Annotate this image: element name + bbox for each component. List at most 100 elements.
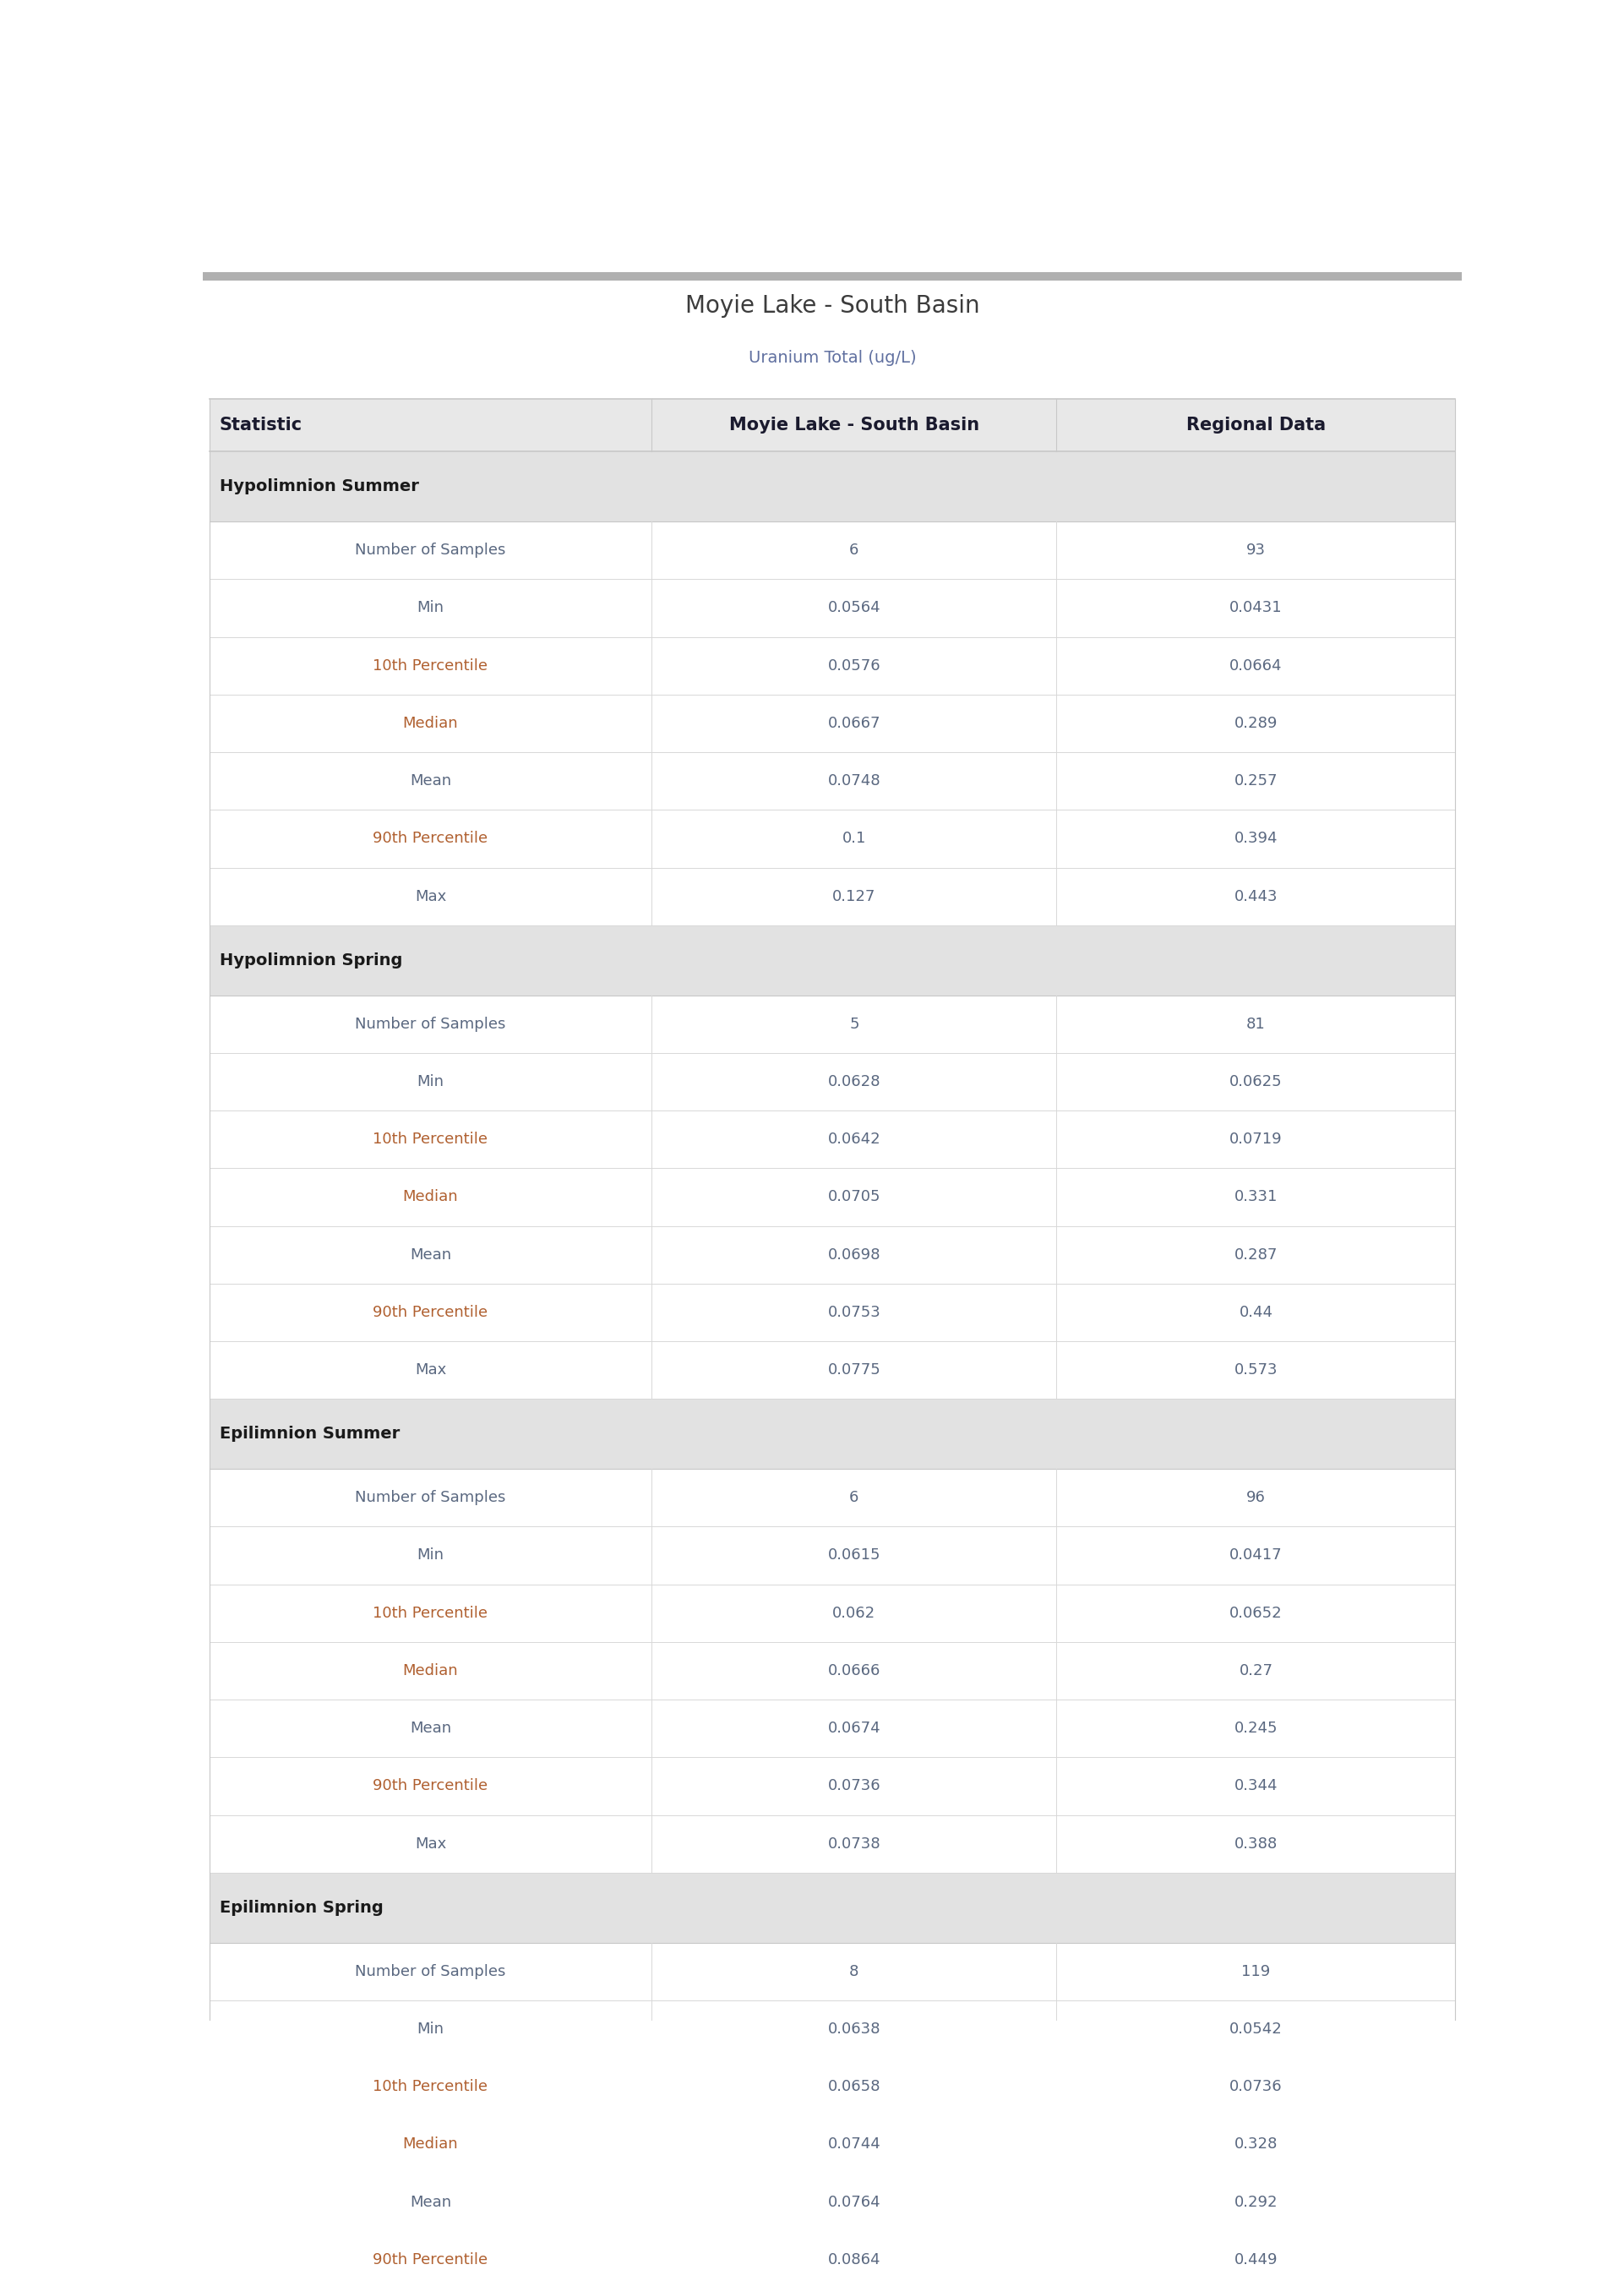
- Text: 0.0705: 0.0705: [828, 1189, 880, 1205]
- Text: 0.0658: 0.0658: [828, 2079, 880, 2095]
- Text: 0.44: 0.44: [1239, 1305, 1273, 1321]
- Bar: [209, 1525, 1455, 1584]
- Text: Hypolimnion Summer: Hypolimnion Summer: [219, 479, 419, 495]
- Bar: [209, 1398, 1455, 1469]
- Text: Hypolimnion Spring: Hypolimnion Spring: [219, 951, 403, 969]
- Text: 10th Percentile: 10th Percentile: [374, 2079, 487, 2095]
- Text: 90th Percentile: 90th Percentile: [374, 1305, 487, 1321]
- Text: 0.0564: 0.0564: [828, 599, 880, 615]
- Text: Min: Min: [417, 599, 443, 615]
- Text: 0.344: 0.344: [1234, 1777, 1278, 1793]
- Text: 0.0698: 0.0698: [828, 1246, 880, 1262]
- Text: 0.0667: 0.0667: [828, 715, 880, 731]
- Text: 10th Percentile: 10th Percentile: [374, 658, 487, 674]
- Text: 0.127: 0.127: [833, 890, 875, 903]
- Bar: [209, 1469, 1455, 1525]
- Bar: [209, 638, 1455, 695]
- Text: Min: Min: [417, 2020, 443, 2036]
- Text: 0.0615: 0.0615: [828, 1548, 880, 1564]
- Text: Regional Data: Regional Data: [1186, 418, 1325, 434]
- Bar: [209, 1943, 1455, 2000]
- Bar: [209, 2231, 1455, 2270]
- Text: 93: 93: [1246, 543, 1265, 558]
- Text: Max: Max: [414, 1362, 447, 1378]
- Text: 0.443: 0.443: [1234, 890, 1278, 903]
- Text: 0.0625: 0.0625: [1229, 1074, 1283, 1090]
- Text: 6: 6: [849, 543, 859, 558]
- Text: 10th Percentile: 10th Percentile: [374, 1133, 487, 1146]
- Bar: [209, 1053, 1455, 1110]
- Text: 81: 81: [1246, 1017, 1265, 1031]
- Bar: [203, 272, 1462, 279]
- Text: 0.0642: 0.0642: [828, 1133, 880, 1146]
- Text: Max: Max: [414, 890, 447, 903]
- Bar: [209, 1283, 1455, 1342]
- Bar: [209, 751, 1455, 810]
- Text: 0.1: 0.1: [843, 831, 866, 847]
- Text: 0.245: 0.245: [1234, 1721, 1278, 1737]
- Text: 0.0736: 0.0736: [1229, 2079, 1283, 2095]
- Text: Mean: Mean: [409, 774, 451, 788]
- Text: Epilimnion Spring: Epilimnion Spring: [219, 1900, 383, 1916]
- Text: Moyie Lake - South Basin: Moyie Lake - South Basin: [729, 418, 979, 434]
- Text: Mean: Mean: [409, 1721, 451, 1737]
- Text: 0.257: 0.257: [1234, 774, 1278, 788]
- Bar: [209, 695, 1455, 751]
- Text: 0.289: 0.289: [1234, 715, 1278, 731]
- Text: 0.449: 0.449: [1234, 2252, 1278, 2268]
- Text: 10th Percentile: 10th Percentile: [374, 1605, 487, 1621]
- Bar: [209, 522, 1455, 579]
- Text: 90th Percentile: 90th Percentile: [374, 2252, 487, 2268]
- Bar: [209, 1757, 1455, 1816]
- Text: 0.0748: 0.0748: [828, 774, 880, 788]
- Text: 0.292: 0.292: [1234, 2195, 1278, 2209]
- Text: Median: Median: [403, 715, 458, 731]
- Bar: [209, 926, 1455, 994]
- Text: Moyie Lake - South Basin: Moyie Lake - South Basin: [685, 295, 979, 318]
- Bar: [209, 2116, 1455, 2172]
- Text: 0.331: 0.331: [1234, 1189, 1278, 1205]
- Text: 90th Percentile: 90th Percentile: [374, 1777, 487, 1793]
- Text: Statistic: Statistic: [219, 418, 302, 434]
- Bar: [209, 1641, 1455, 1700]
- Bar: [209, 2000, 1455, 2059]
- Text: 0.0719: 0.0719: [1229, 1133, 1283, 1146]
- Text: 0.287: 0.287: [1234, 1246, 1278, 1262]
- Bar: [209, 1873, 1455, 1943]
- Text: Uranium Total (ug/L): Uranium Total (ug/L): [749, 350, 916, 365]
- Bar: [209, 1584, 1455, 1641]
- Text: 0.0764: 0.0764: [828, 2195, 880, 2209]
- Bar: [209, 1169, 1455, 1226]
- Bar: [209, 452, 1455, 522]
- Bar: [209, 1816, 1455, 1873]
- Bar: [209, 579, 1455, 638]
- Text: 0.0542: 0.0542: [1229, 2020, 1283, 2036]
- Text: Median: Median: [403, 2136, 458, 2152]
- Text: 0.062: 0.062: [833, 1605, 875, 1621]
- Text: 0.573: 0.573: [1234, 1362, 1278, 1378]
- Text: 0.0664: 0.0664: [1229, 658, 1283, 674]
- Text: 0.0864: 0.0864: [828, 2252, 880, 2268]
- Text: 0.0628: 0.0628: [828, 1074, 880, 1090]
- Bar: [209, 1342, 1455, 1398]
- Bar: [209, 2059, 1455, 2116]
- Text: Number of Samples: Number of Samples: [356, 1017, 505, 1031]
- Text: 0.0666: 0.0666: [828, 1664, 880, 1678]
- Text: Median: Median: [403, 1189, 458, 1205]
- Text: 0.27: 0.27: [1239, 1664, 1273, 1678]
- Text: Max: Max: [414, 1836, 447, 1852]
- Bar: [209, 1226, 1455, 1283]
- Text: 90th Percentile: 90th Percentile: [374, 831, 487, 847]
- Bar: [209, 1700, 1455, 1757]
- Bar: [209, 400, 1455, 452]
- Text: Min: Min: [417, 1548, 443, 1564]
- Text: 0.328: 0.328: [1234, 2136, 1278, 2152]
- Text: 5: 5: [849, 1017, 859, 1031]
- Text: Number of Samples: Number of Samples: [356, 543, 505, 558]
- Text: Number of Samples: Number of Samples: [356, 1489, 505, 1505]
- Bar: [209, 1110, 1455, 1169]
- Text: Mean: Mean: [409, 1246, 451, 1262]
- Text: Min: Min: [417, 1074, 443, 1090]
- Text: 0.0576: 0.0576: [828, 658, 880, 674]
- Text: 0.0674: 0.0674: [828, 1721, 880, 1737]
